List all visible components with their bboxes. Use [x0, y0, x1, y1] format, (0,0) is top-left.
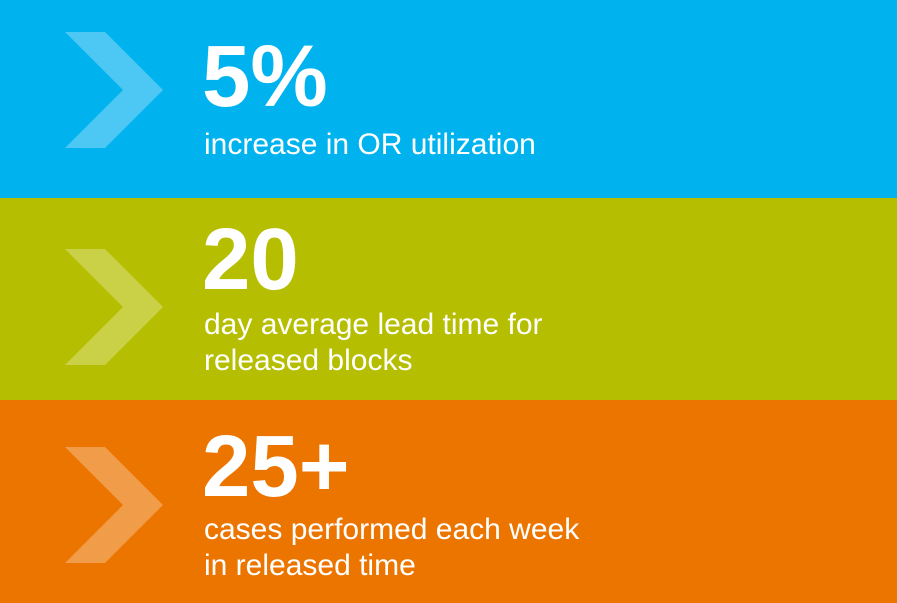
stat-value: 25+	[202, 418, 350, 515]
stat-label-line: increase in OR utilization	[204, 128, 536, 161]
stat-value: 5%	[202, 28, 328, 125]
chevron-right-icon	[65, 32, 163, 148]
chevron-right-icon	[65, 249, 163, 365]
stat-label-line: released blocks	[204, 344, 413, 377]
stat-label: cases performed each week in released ti…	[204, 512, 579, 584]
stat-band-or-utilization: 5% increase in OR utilization	[0, 0, 897, 198]
stat-label: increase in OR utilization	[204, 127, 536, 163]
stat-label-line: in released time	[204, 549, 416, 582]
stat-band-lead-time: 20 day average lead time for released bl…	[0, 198, 897, 400]
stat-band-cases-per-week: 25+ cases performed each week in release…	[0, 400, 897, 603]
stat-label-line: day average lead time for	[204, 308, 543, 341]
stat-label: day average lead time for released block…	[204, 307, 543, 379]
stat-value: 20	[202, 211, 299, 308]
chevron-right-icon	[65, 447, 163, 563]
stat-label-line: cases performed each week	[204, 513, 580, 546]
